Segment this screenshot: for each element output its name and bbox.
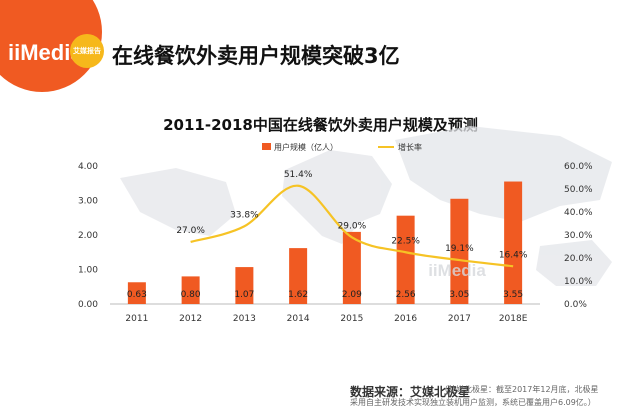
bar-data-label: 2.56	[396, 290, 416, 300]
y-right-tick-label: 40.0%	[564, 208, 593, 218]
bar-data-label: 2.09	[342, 290, 362, 300]
line-data-label: 51.4%	[284, 170, 313, 180]
x-tick-label: 2013	[233, 314, 256, 324]
y-left-tick-label: 1.00	[78, 266, 98, 276]
bar-data-label: 0.80	[181, 290, 201, 300]
bar-data-label: 1.07	[234, 290, 254, 300]
chart-legend	[262, 143, 394, 150]
x-tick-label: 2016	[394, 314, 417, 324]
y-left-tick-label: 4.00	[78, 162, 98, 172]
bar	[289, 248, 308, 304]
line-data-label: 27.0%	[176, 226, 205, 236]
bar	[127, 282, 146, 304]
bar	[235, 267, 254, 304]
line-data-label: 29.0%	[338, 221, 367, 231]
bar-data-label: 3.55	[503, 290, 523, 300]
brand-badge: 艾媒报告	[70, 34, 104, 68]
legend-bar-label: 用户规模（亿人）	[274, 142, 338, 152]
watermark: iiMedia	[428, 261, 486, 280]
chart-title: 2011-2018中国在线餐饮外卖用户规模及预测	[163, 116, 478, 134]
legend-bar-swatch	[262, 143, 271, 150]
x-tick-label: 2018E	[499, 314, 528, 324]
bar-data-label: 0.63	[127, 290, 147, 300]
y-right-tick-label: 0.0%	[564, 300, 587, 310]
y-left-tick-label: 2.00	[78, 231, 98, 241]
line-data-label: 33.8%	[230, 210, 259, 220]
y-left-tick-label: 3.00	[78, 197, 98, 207]
map-shape-asia	[395, 126, 612, 222]
y-right-tick-label: 60.0%	[564, 162, 593, 172]
bar	[181, 276, 200, 304]
bar-data-label: 3.05	[449, 290, 469, 300]
x-tick-label: 2015	[340, 314, 363, 324]
x-tick-label: 2012	[179, 314, 202, 324]
source-note-line2: 采用自主研发技术实现独立装机用户监测，系统已覆盖用户6.09亿。）	[350, 398, 596, 407]
y-right-tick-label: 50.0%	[564, 185, 593, 195]
y-right-tick-label: 10.0%	[564, 277, 593, 287]
x-tick-label: 2011	[125, 314, 148, 324]
bar	[504, 181, 523, 304]
line-data-label: 19.1%	[445, 244, 474, 254]
line-data-label: 16.4%	[499, 250, 528, 260]
map-shape-oceania	[536, 240, 612, 286]
legend-line-label: 增长率	[398, 142, 422, 152]
growth-rate-line	[190, 184, 514, 268]
x-tick-label: 2014	[287, 314, 310, 324]
y-right-tick-label: 30.0%	[564, 231, 593, 241]
bar-data-label: 1.62	[288, 290, 308, 300]
bar	[450, 198, 469, 304]
y-right-tick-label: 20.0%	[564, 254, 593, 264]
map-shape-africa	[282, 150, 392, 244]
bar	[396, 215, 415, 304]
x-tick-label: 2017	[448, 314, 471, 324]
y-left-tick-label: 0.00	[78, 300, 98, 310]
source-note-line1: （艾媒北极星：截至2017年12月底，北极星	[440, 385, 599, 394]
line-data-label: 22.5%	[391, 236, 420, 246]
data-source: 数据来源：艾媒北极星	[350, 385, 471, 399]
world-map-background	[120, 126, 612, 286]
page-title: 在线餐饮外卖用户规模突破3亿	[112, 44, 400, 68]
bar	[342, 231, 361, 304]
map-shape-americas	[120, 168, 236, 236]
